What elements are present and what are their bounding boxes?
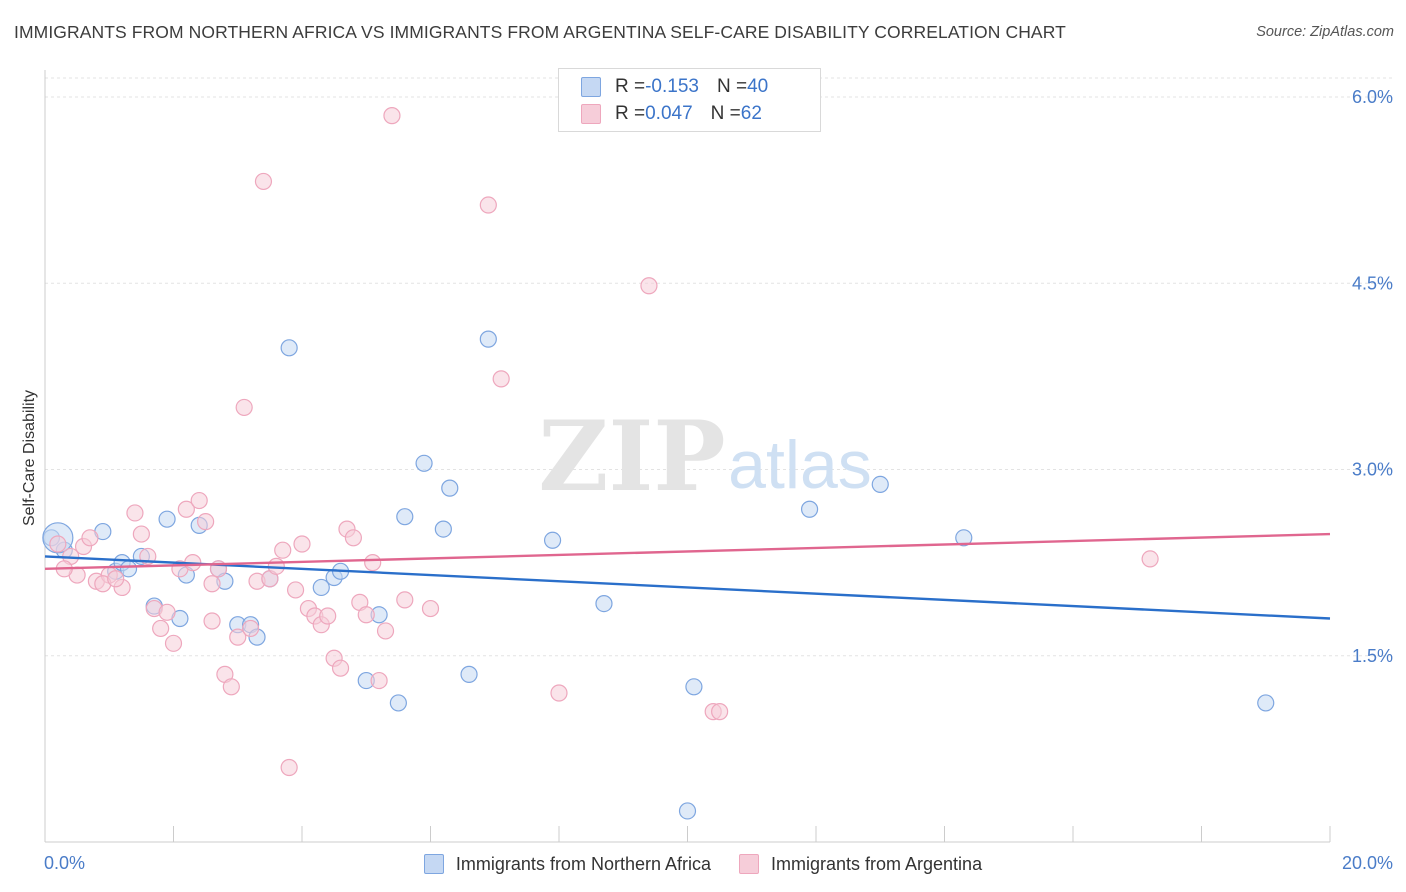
- legend-swatch-northern-africa: [423, 854, 444, 874]
- legend-item-argentina[interactable]: Immigrants from Argentina: [739, 854, 982, 875]
- data-point: [357, 606, 375, 624]
- data-point: [421, 599, 440, 618]
- source-label: Source: ZipAtlas.com: [1256, 24, 1394, 40]
- data-point: [1141, 550, 1159, 568]
- data-point: [595, 594, 613, 613]
- data-point: [81, 529, 99, 547]
- data-point: [441, 479, 459, 497]
- data-point: [955, 529, 973, 547]
- watermark-atlas: atlas: [728, 427, 872, 503]
- data-point: [158, 510, 176, 528]
- y-axis-label: Self-Care Disability: [21, 390, 38, 526]
- watermark-zip: ZIP: [538, 400, 725, 513]
- legend-swatch-northern-africa: [581, 77, 601, 97]
- r-value: 0.047: [645, 103, 693, 124]
- series-argentina: [49, 107, 1159, 777]
- data-point: [331, 659, 350, 677]
- tick-labels: 1.5% 3.0% 4.5% 6.0% 0.0% 20.0%: [44, 87, 1393, 873]
- data-point: [203, 612, 221, 630]
- data-point: [389, 694, 407, 712]
- data-point: [640, 277, 658, 295]
- correlation-legend: R = -0.153 N = 40 R = 0.047 N = 62: [558, 68, 821, 132]
- data-point: [319, 607, 337, 625]
- data-point: [164, 634, 183, 652]
- n-value: 62: [740, 103, 762, 124]
- legend-swatch-argentina: [739, 854, 759, 874]
- data-point: [479, 196, 497, 214]
- data-point: [376, 622, 395, 640]
- data-point: [177, 500, 195, 518]
- grid-lines: [45, 77, 1392, 657]
- data-point: [158, 603, 176, 621]
- data-point: [274, 541, 292, 559]
- legend-label-argentina: Immigrants from Argentina: [771, 853, 983, 874]
- trend-lines: [44, 532, 1331, 620]
- data-point: [132, 525, 150, 543]
- chart-title: IMMIGRANTS FROM NORTHERN AFRICA VS IMMIG…: [14, 22, 1066, 42]
- x-tick-label: 20.0%: [1342, 853, 1393, 873]
- data-point: [479, 330, 497, 348]
- data-point: [460, 665, 478, 683]
- data-point: [190, 491, 208, 510]
- trend-line-argentina: [44, 532, 1331, 571]
- data-point: [229, 628, 247, 646]
- data-point: [396, 508, 414, 526]
- r-label: R =: [615, 76, 646, 97]
- data-point: [280, 339, 298, 357]
- x-tick-label: 0.0%: [44, 853, 85, 873]
- r-value: -0.153: [645, 76, 699, 97]
- data-point: [49, 535, 67, 553]
- data-point: [126, 504, 144, 522]
- data-point: [286, 581, 305, 599]
- data-point: [800, 500, 819, 518]
- data-point: [370, 671, 388, 690]
- y-tick-label: 3.0%: [1352, 460, 1393, 480]
- data-point: [396, 591, 414, 609]
- legend-swatch-argentina: [581, 104, 601, 124]
- data-point: [492, 370, 510, 388]
- data-point: [242, 619, 260, 638]
- data-point: [711, 703, 729, 721]
- n-value: 40: [747, 76, 769, 97]
- n-label: N =: [716, 76, 748, 97]
- data-point: [344, 529, 362, 547]
- trend-line-northern-africa: [44, 555, 1331, 620]
- data-point: [197, 513, 215, 531]
- data-point: [871, 475, 889, 493]
- data-point: [434, 520, 452, 538]
- data-point: [678, 802, 697, 820]
- data-point: [415, 454, 433, 472]
- legend-row-argentina: R = 0.047 N = 62: [581, 101, 762, 127]
- y-tick-label: 4.5%: [1352, 273, 1393, 293]
- y-tick-label: 1.5%: [1352, 646, 1393, 666]
- data-point: [235, 398, 253, 417]
- y-tick-label: 6.0%: [1352, 87, 1393, 107]
- data-point: [685, 678, 703, 696]
- data-point: [543, 531, 562, 549]
- data-point: [107, 570, 125, 588]
- data-point: [280, 758, 298, 777]
- data-point: [222, 678, 240, 696]
- n-label: N =: [710, 103, 741, 124]
- legend-label-northern-africa: Immigrants from Northern Africa: [455, 853, 711, 874]
- data-point: [293, 535, 311, 553]
- series-legend: Immigrants from Northern Africa Immigran…: [0, 851, 1406, 877]
- data-point: [550, 684, 568, 702]
- data-point: [383, 107, 401, 125]
- data-point: [152, 619, 170, 638]
- data-point: [254, 172, 273, 191]
- legend-item-northern-africa[interactable]: Immigrants from Northern Africa: [423, 853, 711, 875]
- data-point: [203, 575, 221, 593]
- data-point: [312, 578, 330, 597]
- watermark: ZIP atlas: [538, 400, 871, 513]
- data-point: [1257, 694, 1275, 712]
- legend-row-northern-africa: R = -0.153 N = 40: [581, 74, 768, 100]
- axes: [44, 70, 1331, 843]
- r-label: R =: [615, 103, 646, 124]
- data-point: [364, 554, 382, 572]
